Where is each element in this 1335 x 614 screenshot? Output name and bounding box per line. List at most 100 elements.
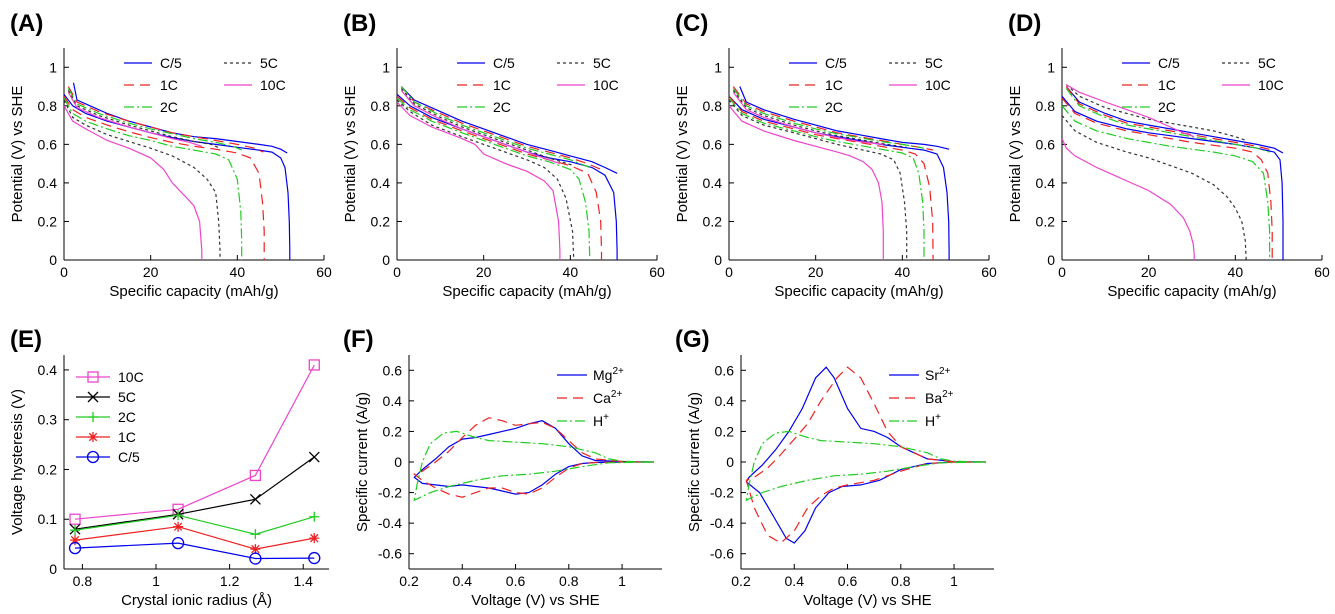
series-line-discharge: [1062, 115, 1247, 260]
y-tick-label: 0.4: [383, 393, 403, 409]
data-point: [308, 359, 320, 371]
x-tick-label: 1: [950, 573, 958, 589]
series-line: [74, 542, 315, 560]
panel-f: (F) 0.2 0.4 0.6 0.8 1 -0.6 -0.4 -0.2 0 0.2 0.4 0.6 V…: [333, 320, 673, 614]
series-line-discharge: [64, 97, 243, 260]
panel-d: (D) 0 20 40 60 0 0.2 0.4 0.6 0.8 1 Specific capaci…: [998, 0, 1335, 310]
y-axis-label: Voltage hysteresis (V): [9, 389, 26, 535]
legend-label: Ca2+: [593, 389, 622, 406]
x-tick-label: 0.4: [785, 573, 805, 589]
series-line-discharge: [1062, 138, 1195, 260]
y-tick-label: 0.2: [38, 461, 58, 477]
series-line-discharge: [1062, 97, 1273, 260]
y-tick-label: 0.4: [38, 362, 58, 378]
series-line-charge: [67, 90, 221, 149]
data-point: [249, 493, 261, 505]
x-tick-label: 0.2: [399, 573, 419, 589]
panel-label: (F): [343, 326, 374, 353]
legend-label: C/5: [825, 55, 847, 71]
plot-area: [1062, 84, 1284, 260]
legend-marker: [86, 450, 100, 464]
series-line: [74, 514, 315, 535]
series-line-cv: [745, 366, 987, 544]
panel-b: (B) 0 20 40 60 0 0.2 0.4 0.6 0.8 1 Specific capaci…: [333, 0, 673, 310]
series-line-discharge: [64, 95, 265, 260]
y-tick-label: 0.4: [715, 393, 735, 409]
x-tick-label: 1: [152, 573, 160, 589]
y-axis-label: Potential (V) vs SHE: [1007, 86, 1024, 223]
x-tick-label: 20: [808, 264, 824, 280]
x-axis-label: Specific capacity (mAh/g): [109, 283, 278, 300]
y-tick-label: -0.2: [378, 485, 402, 501]
x-tick-label: 0.6: [838, 573, 858, 589]
legend-label: 5C: [925, 55, 943, 71]
y-tick-label: 0.2: [371, 213, 391, 229]
y-axis-label: Potential (V) vs SHE: [9, 86, 26, 223]
legend-marker: [88, 432, 98, 442]
x-axis-label: Crystal ionic radius (Å): [121, 592, 272, 609]
y-tick-label: 0.6: [38, 136, 58, 152]
y-tick-label: 1: [49, 59, 57, 75]
series-line-charge: [400, 88, 574, 167]
series-line-charge: [400, 86, 591, 169]
legend-label: 5C: [118, 389, 136, 405]
panel-a: (A) 0 20 40 60 0 0.2 0.4 0.6 0.8 1 Specific capaci…: [0, 0, 340, 310]
x-tick-label: 60: [316, 264, 332, 280]
series-line: [74, 456, 315, 530]
panel-label: (E): [10, 326, 42, 353]
x-tick-label: 1: [618, 573, 626, 589]
y-tick-label: 0.6: [383, 362, 403, 378]
legend-label: Mg2+: [593, 366, 624, 383]
series-line-cv: [413, 430, 655, 502]
legend-marker: [88, 412, 98, 422]
y-tick-label: 0.3: [38, 412, 58, 428]
legend-label: 2C: [493, 99, 511, 115]
x-tick-label: 0: [725, 264, 733, 280]
data-point: [171, 536, 185, 550]
y-tick-label: -0.2: [710, 485, 734, 501]
legend-label: 10C: [1258, 77, 1284, 93]
legend-label: 5C: [260, 55, 278, 71]
series-line-charge: [400, 90, 561, 165]
y-tick-label: 0.6: [703, 136, 723, 152]
legend-label: 1C: [1158, 77, 1176, 93]
legend-label: 1C: [160, 77, 178, 93]
series-line-cv: [413, 417, 655, 498]
y-tick-label: -0.6: [710, 546, 734, 562]
x-tick-label: 0: [1058, 264, 1066, 280]
data-point: [70, 525, 81, 536]
y-axis-label: Potential (V) vs SHE: [342, 86, 359, 223]
legend-marker: [87, 371, 99, 383]
y-tick-label: -0.4: [710, 515, 734, 531]
data-point: [308, 551, 321, 565]
series-line-discharge: [397, 95, 603, 260]
series-line-charge: [67, 92, 202, 147]
legend-label: 10C: [925, 77, 951, 93]
data-point: [69, 513, 81, 525]
series-line-discharge: [729, 97, 925, 260]
y-tick-label: 0.4: [38, 175, 58, 191]
legend-label: 10C: [593, 77, 619, 93]
panel-label: (B): [343, 10, 377, 37]
series-line-discharge: [397, 101, 561, 260]
x-tick-label: 0.6: [506, 573, 526, 589]
y-tick-label: 0.8: [371, 98, 391, 114]
plot-area: [397, 86, 618, 260]
legend: C/5 1C 2C 5C 10C: [1122, 55, 1284, 115]
legend-superscript: 2+: [942, 389, 954, 400]
x-tick-label: 40: [1228, 264, 1244, 280]
series-line-charge: [1065, 84, 1247, 142]
y-tick-label: 0.2: [383, 423, 403, 439]
series-line-cv: [745, 430, 987, 502]
y-tick-label: 1: [1047, 59, 1055, 75]
panel-label: (G): [675, 326, 710, 353]
cv-chart-f: 0.2 0.4 0.6 0.8 1 -0.6 -0.4 -0.2 0 0.2 0.4 0.6 Volta…: [354, 355, 662, 609]
x-tick-label: 0: [393, 264, 401, 280]
legend-marker: [87, 391, 99, 403]
panel-label: (C): [675, 10, 709, 37]
series-line-discharge: [64, 93, 291, 260]
x-tick-label: 40: [895, 264, 911, 280]
y-tick-label: 0: [49, 561, 57, 577]
legend-superscript: +: [935, 412, 941, 423]
legend-label: H+: [925, 412, 941, 429]
